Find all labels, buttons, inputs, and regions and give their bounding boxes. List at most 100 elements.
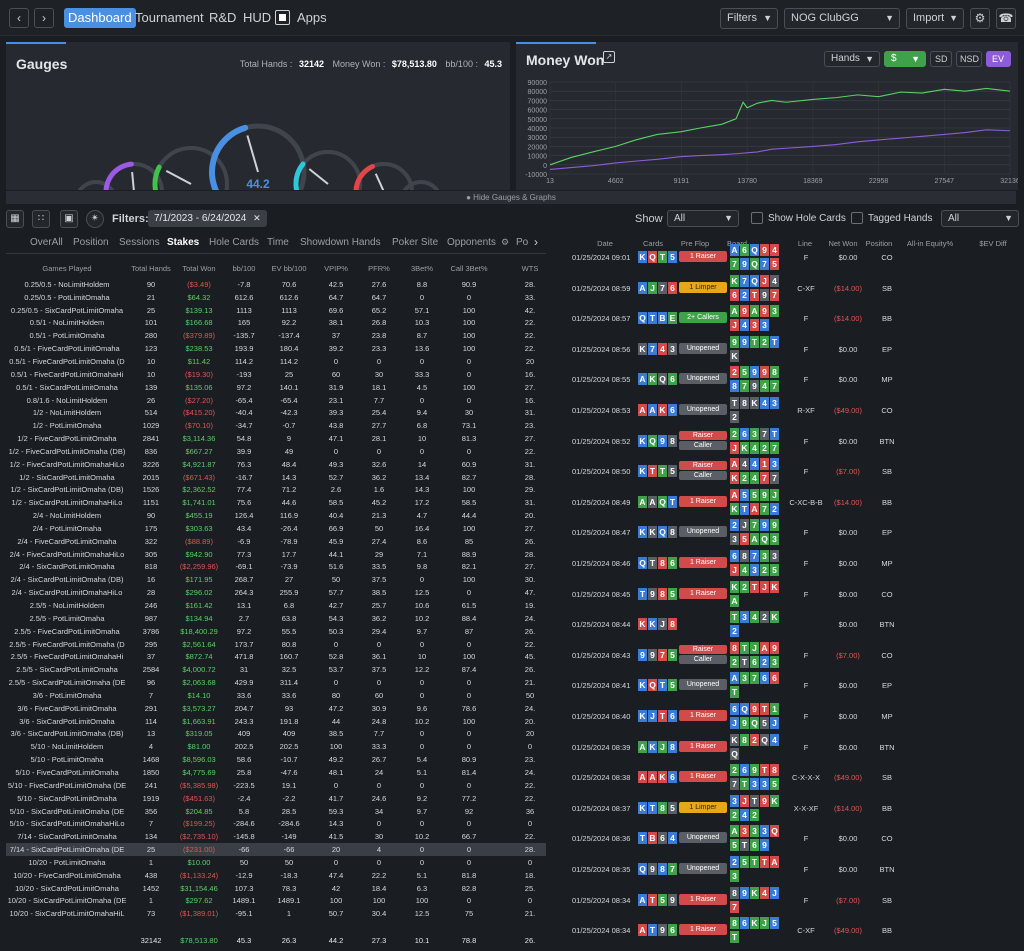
table-row[interactable]: 5/10 - SixCardPotLimitOmaha 1919 ($451.63)… [6,792,546,805]
hand-row[interactable]: 01/25/2024 08:53 A A K 6 Unopened T 8 K 4 3 2 R-XF ($… [552,395,1020,426]
close-icon[interactable]: ✕ [253,213,261,223]
external-link-icon[interactable]: ↗ [603,51,615,63]
nsd-button[interactable]: NSD [956,51,982,67]
hand-row[interactable]: 01/25/2024 08:38 A A K 6 1 Raiser 2 6 9 T 8 7 T 3 3 5 C-… [552,762,1020,793]
table-row[interactable]: 3/6 - PotLimitOmaha 7 $14.10 33.6 33.6 80 60 0 0… [6,689,546,702]
grid-icon[interactable]: ∷ [32,210,50,228]
date-filter-chip[interactable]: 7/1/2023 - 6/24/2024 ✕ [148,210,267,227]
table-row[interactable]: 2/4 - FiveCardPotLimitOmaha 322 ($88.89) -6… [6,535,546,548]
table-row[interactable]: 1/2 - NoLimitHoldem 514 ($415.20) -40.4 -42.… [6,406,546,419]
table-row[interactable]: 2/4 - SixCardPotLimitOmahaHiLo 28 $296.02 2… [6,586,546,599]
table-row[interactable]: 2/4 - FiveCardPotLimitOmahaHiLo 305 $942.9… [6,548,546,561]
table-row[interactable]: 5/10 - SixCardPotLimitOmaha (DE 356 $204.8… [6,805,546,818]
table-row[interactable]: 2.5/5 - SixCardPotLimitOmaha (DE 96 $2,063… [6,676,546,689]
table-row[interactable]: 0.5/1 - NoLimitHoldem 101 $166.68 165 92.2 38… [6,317,546,330]
table-row[interactable]: 2.5/5 - FiveCardPotLimitOmahaHi 37 $872.74… [6,650,546,663]
hand-row[interactable]: 01/25/2024 08:37 K T 8 5 1 Limper 3 J T 9 K 2 4 2 X-X-… [552,793,1020,824]
hand-row[interactable]: 01/25/2024 08:34 A T 9 6 1 Raiser 8 6 K J 5 T C-XF ($… [552,915,1020,946]
hand-row[interactable]: 01/25/2024 08:56 K 7 4 3 Unopened 9 9 T 2 T K F $0.00… [552,334,1020,365]
hand-row[interactable]: 01/25/2024 08:43 9 9 7 5 Raiser Caller 8 T J A 9 2 T 6… [552,640,1020,671]
forward-button[interactable]: › [34,8,54,28]
poker-chip-icon[interactable]: ✴ [86,210,104,228]
table-row[interactable]: 0.8/1.6 - NoLimitHoldem 26 ($27.20) -65.4 -6… [6,394,546,407]
back-button[interactable]: ‹ [9,8,29,28]
calculator-icon[interactable]: ▦ [6,210,24,228]
hands-header-cell[interactable]: Pre Flop [680,239,710,248]
table-row[interactable]: 5/10 - FiveCardPotLimitOmaha 1850 $4,775.6… [6,766,546,779]
hand-row[interactable]: 01/25/2024 08:40 K J T 6 1 Raiser 6 Q 9 T 1 J 9 Q 5 J F $… [552,701,1020,732]
table-row[interactable]: 0.25/0.5 - SixCardPotLimitOmaha 25 $139.13… [6,304,546,317]
table-row[interactable]: 2.5/5 - PotLimitOmaha 987 $134.94 2.7 63.8 54… [6,612,546,625]
stakes-header-cell[interactable]: PFR% [368,263,390,273]
table-row[interactable]: 3/6 - SixCardPotLimitOmaha (DB) 13 $319.05… [6,728,546,741]
hand-row[interactable]: 01/25/2024 08:46 Q T 8 6 1 Raiser 6 8 7 3 3 J 4 3 2 5 F $… [552,548,1020,579]
stakes-header-cell[interactable]: Call 3Bet% [450,263,488,273]
tab-stakes[interactable]: Stakes [167,237,200,248]
table-row[interactable]: 2/4 - PotLimitOmaha 175 $303.63 43.4 -26.4 66… [6,522,546,535]
stakes-header-cell[interactable]: WTS [521,263,539,273]
stakes-header-cell[interactable]: Games Played [42,263,92,273]
table-row[interactable]: 0.5/1 - FiveCardPotLimitOmahaHi 10 ($19.30… [6,368,546,381]
filters-dropdown[interactable]: Filters ▼ [720,8,778,29]
hand-row[interactable]: 01/25/2024 08:44 K K J 8 T 3 4 2 K 2 $0.00 BTN [552,609,1020,640]
site-dropdown[interactable]: NOG ClubGG ▼ [784,8,900,29]
chevron-right-icon[interactable]: › [534,235,538,249]
table-row[interactable]: 1/2 - SixCardPotLimitOmaha 2015 ($671.43) -… [6,471,546,484]
hand-row[interactable]: 01/25/2024 08:36 T B 6 4 Unopened A 3 3 3 Q 5 T 6 9 F $0… [552,823,1020,854]
table-row[interactable]: 5/10 - SixCardPotLimitOmahaHiLo 7 ($199.25… [6,817,546,830]
tab-position-more[interactable]: Po [516,237,529,248]
table-row[interactable]: 7/14 - SixCardPotLimitOmaha 134 ($2,735.10… [6,830,546,843]
table-row[interactable]: 1/2 - SixCardPotLimitOmaha (DB) 1526 $2,36… [6,484,546,497]
hand-row[interactable]: 01/25/2024 08:52 K Q 9 8 Raiser Caller 2 6 3 7 T J K 4… [552,426,1020,457]
tab-time[interactable]: Time [267,237,289,248]
hud-toggle[interactable] [275,10,290,25]
tab-poker-site[interactable]: Poker Site [392,237,439,248]
table-row[interactable]: 1/2 - SixCardPotLimitOmahaHiLo 1151 $1,741… [6,496,546,509]
hand-row[interactable]: 01/25/2024 08:34 A T 5 9 1 Raiser 8 9 K 4 J 7 F ($7.0… [552,885,1020,916]
hand-row[interactable]: 01/25/2024 08:41 K Q T 5 Unopened A 3 7 6 6 T F $0.00… [552,670,1020,701]
tagged-hands-checkbox[interactable] [851,212,863,224]
tab-sessions[interactable]: Sessions [119,237,160,248]
nav-tournament[interactable]: Tournament [135,10,204,25]
stakes-header-cell[interactable]: EV bb/100 [271,263,307,273]
table-row[interactable]: 0.5/1 - SixCardPotLimitOmaha 139 $135.06 97… [6,381,546,394]
hands-dropdown[interactable]: Hands ▼ [824,51,880,67]
table-row[interactable]: 2/4 - SixCardPotLimitOmaha (DB) 16 $171.95… [6,573,546,586]
hand-row[interactable]: 01/25/2024 08:50 K T T 5 Raiser Caller A 4 4 1 3 K 2 4… [552,456,1020,487]
hands-header-cell[interactable]: Date [597,239,613,248]
hand-row[interactable]: 01/25/2024 08:55 A K Q 6 Unopened 2 5 9 9 8 8 7 9 4 7 F $… [552,364,1020,395]
table-row[interactable]: 5/10 - NoLimitHoldem 4 $81.00 202.5 202.5 100… [6,740,546,753]
show-hole-cards-checkbox[interactable] [751,212,763,224]
table-row[interactable]: 7/14 - SixCardPotLimitOmaha (DE 25 ($231.0… [6,843,546,856]
table-row[interactable]: 0.25/0.5 - PotLimitOmaha 21 $64.32 612.6 612… [6,291,546,304]
table-row[interactable]: 1/2 - PotLimitOmaha 1029 ($70.10) -34.7 -0.7… [6,419,546,432]
table-row[interactable]: 2.5/5 - SixCardPotLimitOmaha 2584 $4,000.7… [6,663,546,676]
stakes-header-cell[interactable]: 3Bet% [410,263,434,273]
hand-row[interactable]: 01/25/2024 08:57 Q T B E 2+ Callers A 9 A 9 3 J 4 3 3 F… [552,303,1020,334]
tab-overall[interactable]: OverAll [30,237,63,248]
hands-header-cell[interactable]: Net Won [828,239,858,248]
nav-hud[interactable]: HUD [243,10,272,25]
stakes-total-row[interactable]: 32142 $78,513.80 45.3 26.3 44.2 27.3 10.1 78.8 2… [6,934,546,947]
nav-rd[interactable]: R&D [209,10,237,25]
stakes-header-cell[interactable]: Total Hands [131,263,171,273]
table-row[interactable]: 2.5/5 - FiveCardPotLimitOmaha (D 295 $2,56… [6,638,546,651]
table-row[interactable]: 10/20 - SixCardPotLimitOmaha 1452 $31,154.… [6,882,546,895]
table-row[interactable]: 2.5/5 - NoLimitHoldem 246 $161.42 13.1 6.8 42… [6,599,546,612]
tab-opponents[interactable]: Opponents [447,237,496,248]
tab-showdown-hands[interactable]: Showdown Hands [300,237,381,248]
table-row[interactable]: 2/4 - SixCardPotLimitOmaha 818 ($2,259.96)… [6,561,546,574]
hide-gauges-bar[interactable]: ● Hide Gauges & Graphs [6,191,1016,204]
hands-header-cell[interactable]: Board [712,239,762,248]
table-row[interactable]: 10/20 - PotLimitOmaha 1 $10.00 50 50 0 0 0 0 0 [6,856,546,869]
layout-icon[interactable]: ▣ [60,210,78,228]
hands-header-cell[interactable]: All-in Equity% [906,239,954,248]
table-row[interactable]: 1/2 - FiveCardPotLimitOmaha 2841 $3,114.36… [6,432,546,445]
support-button[interactable]: ☎ [996,8,1016,29]
hands-header-cell[interactable]: $EV Diff [979,239,1007,248]
hand-row[interactable]: 01/25/2024 08:47 K K Q 8 Unopened 2 J 7 9 9 3 5 A Q 3 F $… [552,517,1020,548]
nav-apps[interactable]: Apps [297,10,327,25]
stakes-header-cell[interactable]: Total Won [182,263,216,273]
gear-icon[interactable]: ⚙ [501,237,510,247]
sd-button[interactable]: SD [930,51,952,67]
